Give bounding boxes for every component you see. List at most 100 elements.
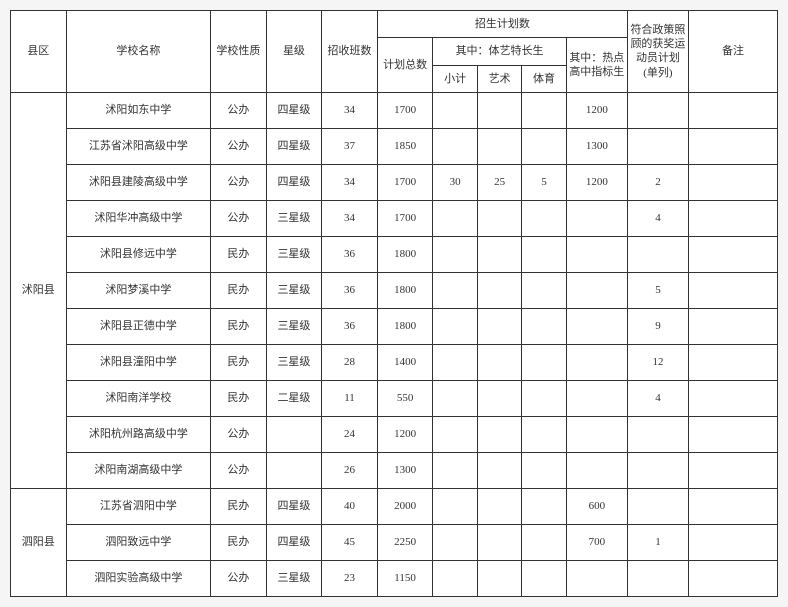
cell-sport [522, 524, 566, 560]
cell-star: 四星级 [266, 488, 322, 524]
header-county: 县区 [11, 11, 67, 93]
cell-total: 1700 [377, 164, 433, 200]
cell-classes: 36 [322, 308, 378, 344]
cell-sub [433, 272, 477, 308]
cell-total: 1850 [377, 128, 433, 164]
cell-sub: 30 [433, 164, 477, 200]
table-row: 泗阳县江苏省泗阳中学民办四星级402000600 [11, 488, 778, 524]
table-row: 沭阳梦溪中学民办三星级3618005 [11, 272, 778, 308]
cell-sport [522, 380, 566, 416]
cell-star: 四星级 [266, 524, 322, 560]
cell-sub [433, 416, 477, 452]
cell-star [266, 452, 322, 488]
cell-hot [566, 416, 627, 452]
cell-award [627, 416, 688, 452]
table-row: 沭阳南洋学校民办二星级115504 [11, 380, 778, 416]
cell-award [627, 560, 688, 596]
cell-note [689, 272, 778, 308]
cell-classes: 37 [322, 128, 378, 164]
cell-art [477, 416, 521, 452]
cell-sport [522, 128, 566, 164]
cell-hot: 700 [566, 524, 627, 560]
cell-nature: 民办 [211, 524, 267, 560]
cell-classes: 24 [322, 416, 378, 452]
cell-school: 江苏省泗阳中学 [66, 488, 211, 524]
cell-total: 1800 [377, 272, 433, 308]
cell-sport [522, 560, 566, 596]
header-nature: 学校性质 [211, 11, 267, 93]
cell-nature: 公办 [211, 92, 267, 128]
table-row: 沭阳杭州路高级中学公办241200 [11, 416, 778, 452]
header-note: 备注 [689, 11, 778, 93]
table-row: 江苏省沭阳高级中学公办四星级3718501300 [11, 128, 778, 164]
table-row: 泗阳致远中学民办四星级4522507001 [11, 524, 778, 560]
cell-school: 沭阳县正德中学 [66, 308, 211, 344]
cell-art [477, 200, 521, 236]
enrollment-table-container: 县区 学校名称 学校性质 星级 招收班数 招生计划数 符合政策照顾的获奖运动员计… [10, 10, 778, 597]
header-sport: 体育 [522, 65, 566, 92]
cell-award [627, 452, 688, 488]
cell-art [477, 236, 521, 272]
cell-classes: 40 [322, 488, 378, 524]
cell-star [266, 416, 322, 452]
cell-star: 三星级 [266, 560, 322, 596]
cell-star: 三星级 [266, 236, 322, 272]
cell-nature: 民办 [211, 344, 267, 380]
cell-hot: 1300 [566, 128, 627, 164]
cell-total: 550 [377, 380, 433, 416]
cell-sub [433, 380, 477, 416]
cell-award [627, 488, 688, 524]
cell-award: 1 [627, 524, 688, 560]
cell-hot [566, 200, 627, 236]
cell-sport [522, 236, 566, 272]
cell-school: 沭阳杭州路高级中学 [66, 416, 211, 452]
cell-hot: 600 [566, 488, 627, 524]
cell-award: 12 [627, 344, 688, 380]
header-total: 计划总数 [377, 38, 433, 93]
header-art: 艺术 [477, 65, 521, 92]
cell-star: 四星级 [266, 92, 322, 128]
cell-award: 2 [627, 164, 688, 200]
header-plan-group: 招生计划数 [377, 11, 627, 38]
cell-school: 泗阳实验高级中学 [66, 560, 211, 596]
cell-note [689, 164, 778, 200]
cell-note [689, 380, 778, 416]
cell-sub [433, 308, 477, 344]
cell-nature: 民办 [211, 272, 267, 308]
cell-classes: 36 [322, 236, 378, 272]
cell-note [689, 308, 778, 344]
cell-classes: 11 [322, 380, 378, 416]
table-row: 沭阳南湖高级中学公办261300 [11, 452, 778, 488]
table-row: 沭阳县建陵高级中学公办四星级3417003025512002 [11, 164, 778, 200]
header-star: 星级 [266, 11, 322, 93]
table-header: 县区 学校名称 学校性质 星级 招收班数 招生计划数 符合政策照顾的获奖运动员计… [11, 11, 778, 93]
cell-hot: 1200 [566, 92, 627, 128]
cell-classes: 45 [322, 524, 378, 560]
cell-note [689, 452, 778, 488]
cell-sub [433, 452, 477, 488]
cell-sub [433, 560, 477, 596]
table-row: 泗阳实验高级中学公办三星级231150 [11, 560, 778, 596]
cell-school: 沭阳县建陵高级中学 [66, 164, 211, 200]
cell-nature: 公办 [211, 164, 267, 200]
cell-total: 1800 [377, 308, 433, 344]
cell-note [689, 344, 778, 380]
cell-hot [566, 308, 627, 344]
cell-sport [522, 200, 566, 236]
cell-hot [566, 380, 627, 416]
cell-star: 三星级 [266, 272, 322, 308]
cell-school: 沭阳南洋学校 [66, 380, 211, 416]
cell-total: 2000 [377, 488, 433, 524]
cell-classes: 36 [322, 272, 378, 308]
cell-note [689, 524, 778, 560]
cell-sport [522, 416, 566, 452]
cell-art: 25 [477, 164, 521, 200]
cell-sub [433, 488, 477, 524]
cell-sub [433, 200, 477, 236]
table-row: 沭阳县潼阳中学民办三星级28140012 [11, 344, 778, 380]
cell-school: 泗阳致远中学 [66, 524, 211, 560]
cell-school: 江苏省沭阳高级中学 [66, 128, 211, 164]
cell-school: 沭阳如东中学 [66, 92, 211, 128]
cell-sub [433, 92, 477, 128]
cell-star: 四星级 [266, 164, 322, 200]
